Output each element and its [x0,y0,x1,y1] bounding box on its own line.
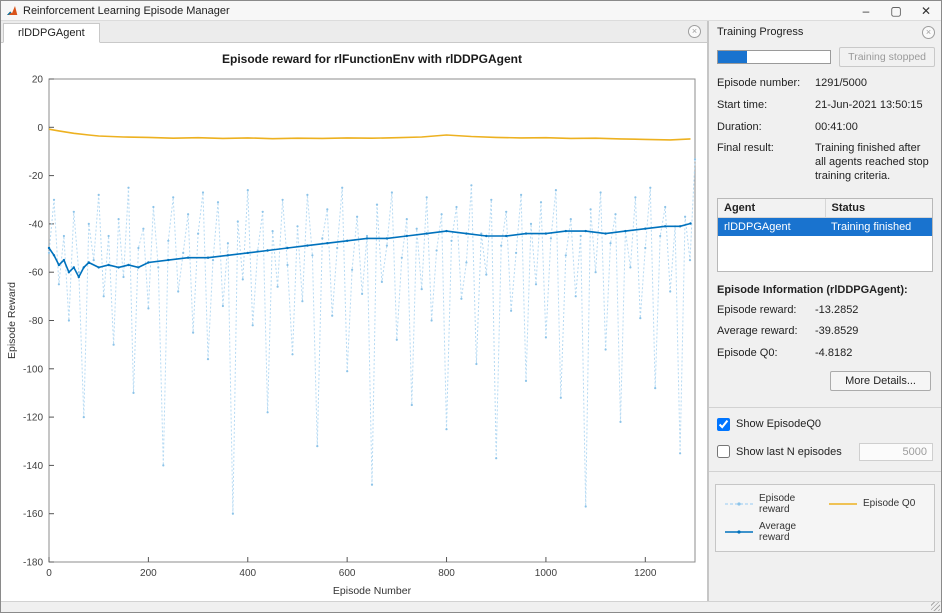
legend-label: Episode reward [759,492,796,515]
start-time-value: 21-Jun-2021 13:50:15 [815,98,923,111]
status-cell[interactable]: Training finished [825,217,932,236]
start-time-label: Start time: [717,98,768,111]
close-button[interactable]: ✕ [920,3,932,18]
more-details-button[interactable]: More Details... [830,370,931,391]
final-result-label: Final result: [717,142,774,155]
svg-text:20: 20 [32,75,44,86]
legend-label: Episode Q0 [863,498,916,510]
svg-text:0: 0 [37,123,43,134]
legend-label: Average reward [759,520,797,543]
episode-q0-label: Episode Q0: [717,347,778,359]
more-details-row: More Details... [709,365,941,393]
main-body: rlDDPGAgent × 0 200 400 600 800 1000 1200 20 0 -2… [1,21,941,605]
window-title: Reinforcement Learning Episode Manager [23,4,230,17]
legend-entry-episode-q0: Episode Q0 [828,493,926,515]
svg-text:1200: 1200 [634,568,657,579]
show-episodeq0-input[interactable] [717,417,730,431]
svg-text:-100: -100 [23,364,43,375]
tab-rlddpgagent[interactable]: rlDDPGAgent [3,23,100,43]
episode-q0-row: Episode Q0: -4.8182 [709,343,941,365]
svg-text:800: 800 [438,568,455,579]
agent-table: Agent Status rlDDPGAgent Training finish… [718,198,932,236]
matlab-icon [7,5,18,15]
show-episodeq0-checkbox[interactable]: Show EpisodeQ0 [717,417,933,431]
svg-text:0: 0 [46,568,52,579]
svg-text:1000: 1000 [535,568,558,579]
status-bar [1,601,941,612]
tab-bar: rlDDPGAgent × [1,21,707,43]
average-reward-swatch-icon [725,530,753,534]
table-row[interactable]: rlDDPGAgent Training finished [718,217,932,236]
svg-text:Episode reward for rlFunctionE: Episode reward for rlFunctionEnv with rl… [222,52,522,66]
svg-text:200: 200 [140,568,157,579]
chart-panel: rlDDPGAgent × 0 200 400 600 800 1000 1200 20 0 -2… [1,21,709,605]
svg-text:600: 600 [339,568,356,579]
training-panel-close-icon[interactable]: × [922,25,935,39]
training-progress-title: Training Progress [717,26,804,38]
plot-options-group: Show EpisodeQ0 Show last N episodes [709,406,941,472]
training-progress-bar [717,50,832,64]
progress-row: Training stopped [709,43,941,73]
show-last-n-input[interactable] [717,445,730,459]
average-reward-row: Average reward: -39.8529 [709,321,941,343]
episode-reward-row: Episode reward: -13.2852 [709,300,941,322]
legend-entry-average-reward: Average reward [724,521,822,543]
episode-reward-label: Episode reward: [717,303,797,316]
training-progress-panel: Training Progress × Training stopped Epi… [709,21,941,601]
duration-value: 00:41:00 [815,120,858,133]
maximize-button[interactable]: ▢ [890,3,902,18]
agent-table-container: Agent Status rlDDPGAgent Training finish… [717,197,933,272]
episode-information-header: Episode Information (rlDDPGAgent): [717,283,908,296]
svg-text:-140: -140 [23,461,43,472]
episode-reward-swatch-icon [725,502,753,506]
agent-column-header[interactable]: Agent [718,198,826,218]
final-result-row: Final result: Training finished after al… [709,138,941,187]
svg-text:Episode Number: Episode Number [333,585,412,597]
chart-legend: Episode reward Episode Q0 Average reward [715,483,935,552]
show-last-n-label: Show last N episodes [736,445,842,458]
resize-grip[interactable] [931,602,940,611]
episode-q0-value: -4.8182 [815,347,853,359]
final-result-value: Training finished after all agents reach… [815,142,929,182]
svg-text:-20: -20 [29,171,44,182]
title-bar: Reinforcement Learning Episode Manager –… [1,1,941,21]
svg-text:-120: -120 [23,413,43,424]
svg-text:-60: -60 [29,268,44,279]
svg-text:-40: -40 [29,219,44,230]
training-stopped-button[interactable]: Training stopped [839,47,935,67]
episode-number-label: Episode number: [717,77,801,89]
show-last-n-checkbox[interactable]: Show last N episodes [717,442,933,461]
episode-number-row: Episode number: 1291/5000 [709,73,941,95]
show-episodeq0-label: Show EpisodeQ0 [736,418,821,431]
episode-q0-swatch-icon [829,503,857,505]
episode-reward-value: -13.2852 [815,303,859,316]
duration-row: Duration: 00:41:00 [709,117,941,139]
status-column-header[interactable]: Status [824,198,932,218]
start-time-row: Start time: 21-Jun-2021 13:50:15 [709,95,941,117]
svg-text:-160: -160 [23,509,43,520]
svg-text:-180: -180 [23,558,43,569]
chart-panel-close-icon[interactable]: × [688,25,701,38]
progress-fill [718,51,747,63]
average-reward-value: -39.8529 [815,325,859,338]
training-progress-header: Training Progress × [709,21,941,43]
svg-text:400: 400 [239,568,256,579]
legend-entry-episode-reward: Episode reward [724,493,822,515]
agent-cell[interactable]: rlDDPGAgent [718,217,825,236]
episode-reward-chart: 0 200 400 600 800 1000 1200200-20-40-60-80-100… [6,52,697,597]
svg-text:Episode Reward: Episode Reward [6,282,18,359]
episode-number-value: 1291/5000 [815,77,867,89]
last-n-episodes-field[interactable] [859,442,933,461]
svg-text:-80: -80 [29,316,44,327]
average-reward-label: Average reward: [717,325,798,338]
duration-label: Duration: [717,120,762,133]
chart-area: 0 200 400 600 800 1000 1200 20 0 -20 -40 -60 -80 -100… [1,43,707,605]
minimize-button[interactable]: – [862,3,870,18]
